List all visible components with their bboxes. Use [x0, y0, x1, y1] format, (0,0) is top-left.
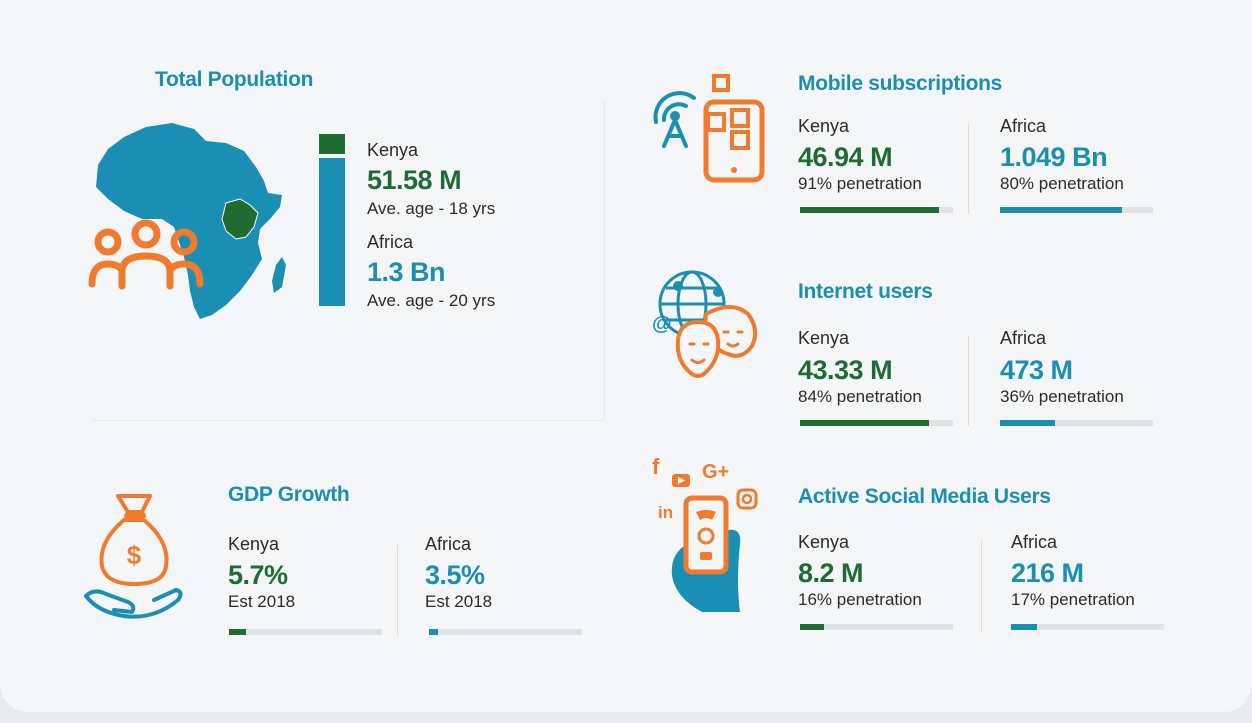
kenya-highlight: [221, 198, 259, 240]
internet-title: Internet users: [798, 280, 933, 303]
gdp-divider: [397, 545, 398, 637]
social-kenya-value: 8.2 M: [798, 558, 864, 588]
internet-africa-label: Africa: [1000, 328, 1047, 348]
population-kenya-sub: Ave. age - 18 yrs: [367, 199, 496, 218]
social-africa-value: 216 M: [1011, 558, 1084, 588]
mobile-tower-icon: [653, 74, 765, 183]
population-kenya-label: Kenya: [367, 140, 419, 160]
internet-africa-value: 473 M: [1000, 355, 1073, 385]
social-title: Active Social Media Users: [798, 485, 1051, 508]
population-kenya-value: 51.58 M: [367, 165, 462, 195]
internet-kenya-label: Kenya: [798, 328, 850, 348]
money-bag-hand-icon: $: [84, 494, 183, 619]
section-divider-vertical: [604, 100, 605, 420]
mobile-africa-bar: [1000, 207, 1153, 213]
social-kenya-bar: [800, 624, 953, 630]
gdp-kenya-sub: Est 2018: [228, 592, 296, 611]
mobile-divider: [968, 124, 969, 214]
internet-kenya-value: 43.33 M: [798, 355, 893, 385]
social-kenya-label: Kenya: [798, 532, 850, 552]
mobile-kenya-value: 46.94 M: [798, 142, 893, 172]
population-title: Total Population: [155, 68, 314, 91]
social-kenya-sub: 16% penetration: [798, 590, 922, 609]
internet-africa-bar: [1000, 420, 1153, 426]
people-group-icon: [88, 219, 204, 290]
section-divider-horizontal: [92, 420, 604, 421]
internet-africa-sub: 36% penetration: [1000, 387, 1124, 406]
social-media-phone-icon: f G+ in: [652, 454, 758, 612]
gdp-africa-sub: Est 2018: [425, 592, 493, 611]
mobile-kenya-sub: 91% penetration: [798, 174, 922, 193]
social-africa-sub: 17% penetration: [1011, 590, 1135, 609]
gdp-kenya-label: Kenya: [228, 534, 280, 554]
gdp-kenya-bar: [229, 629, 382, 635]
internet-users-icon: @: [652, 270, 758, 378]
google-plus-icon: G+: [702, 461, 729, 483]
gdp-title: GDP Growth: [228, 483, 350, 506]
population-bar-kenya-segment: [319, 134, 345, 154]
svg-text:$: $: [127, 540, 142, 570]
population-africa-sub: Ave. age - 20 yrs: [367, 291, 496, 310]
social-africa-bar: [1011, 624, 1164, 630]
gdp-africa-value: 3.5%: [425, 560, 485, 590]
internet-divider: [968, 336, 969, 426]
svg-text:@: @: [652, 313, 672, 335]
mobile-africa-sub: 80% penetration: [1000, 174, 1124, 193]
social-divider: [981, 540, 982, 632]
population-africa-value: 1.3 Bn: [367, 257, 446, 287]
africa-map-icon: [96, 123, 286, 319]
gdp-kenya-value: 5.7%: [228, 560, 288, 590]
facebook-icon: f: [652, 454, 660, 479]
population-africa-label: Africa: [367, 232, 414, 252]
linkedin-icon: in: [658, 503, 673, 522]
mobile-africa-label: Africa: [1000, 116, 1047, 136]
population-bar: [319, 134, 345, 306]
gdp-africa-bar: [429, 629, 582, 635]
mobile-kenya-label: Kenya: [798, 116, 850, 136]
instagram-icon: [736, 488, 758, 510]
gdp-africa-label: Africa: [425, 534, 472, 554]
mobile-title: Mobile subscriptions: [798, 72, 1003, 95]
internet-kenya-sub: 84% penetration: [798, 387, 922, 406]
mobile-kenya-bar: [800, 207, 953, 213]
social-africa-label: Africa: [1011, 532, 1058, 552]
mobile-africa-value: 1.049 Bn: [1000, 142, 1108, 172]
internet-kenya-bar: [800, 420, 953, 426]
